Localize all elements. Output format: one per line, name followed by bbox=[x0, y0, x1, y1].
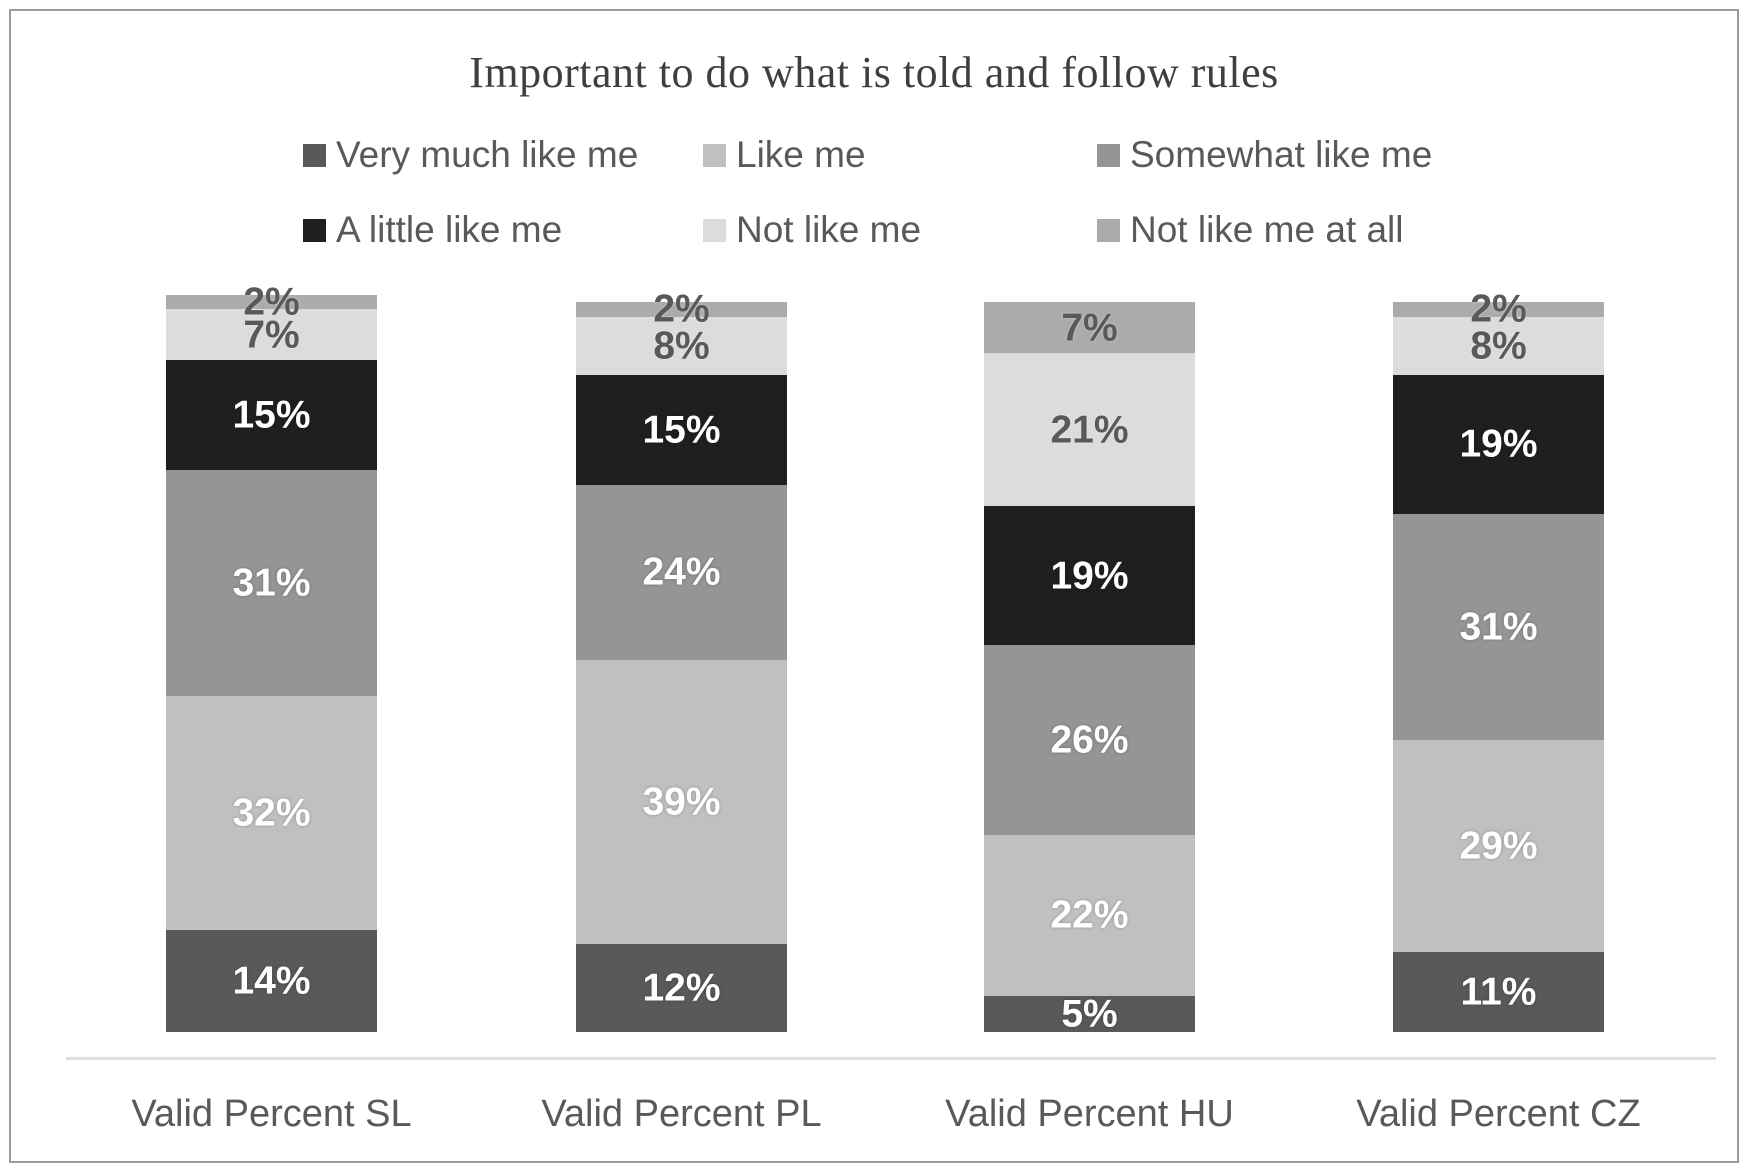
bar-segment: 2% bbox=[1393, 290, 1604, 329]
bar-segment: 24% bbox=[576, 484, 787, 660]
legend: Very much like me Like me Somewhat like me… bbox=[303, 134, 1527, 251]
legend-item: Somewhat like me bbox=[1097, 134, 1527, 176]
bar-segment: 29% bbox=[1393, 740, 1604, 952]
bar-segment: 19% bbox=[1393, 375, 1604, 514]
bar-segment: 32% bbox=[166, 696, 377, 930]
segment-label: 14% bbox=[232, 959, 311, 1003]
segment-label: 39% bbox=[642, 780, 721, 824]
segment-label: 8% bbox=[1470, 324, 1527, 368]
bar-segment: 5% bbox=[984, 992, 1195, 1036]
x-axis-label: Valid Percent PL bbox=[541, 1093, 822, 1135]
segment-label: 15% bbox=[642, 408, 721, 452]
legend-item: Not like me bbox=[703, 208, 1097, 251]
segment-label: 24% bbox=[642, 550, 721, 594]
segment-label: 7% bbox=[1061, 306, 1118, 350]
legend-swatch-icon bbox=[303, 143, 326, 167]
segment-label: 7% bbox=[243, 313, 300, 357]
legend-label: A little like me bbox=[336, 208, 563, 250]
x-axis-line bbox=[66, 1057, 1716, 1060]
bar-segment: 31% bbox=[1393, 513, 1604, 741]
segment-label: 2% bbox=[243, 280, 300, 324]
legend-label: Not like me at all bbox=[1130, 208, 1404, 250]
bar-segment: 2% bbox=[576, 290, 787, 329]
legend-label: Very much like me bbox=[336, 134, 639, 175]
segment-label: 5% bbox=[1061, 992, 1118, 1036]
legend-swatch-icon bbox=[1097, 143, 1120, 167]
bar-segment: 15% bbox=[576, 375, 787, 485]
legend-swatch-icon bbox=[303, 218, 326, 242]
legend-swatch-icon bbox=[703, 143, 726, 167]
bar-segment: 26% bbox=[984, 645, 1195, 835]
chart-frame: Important to do what is told and follow … bbox=[9, 9, 1739, 1163]
bar-segment: 8% bbox=[576, 316, 787, 376]
bar-segment: 31% bbox=[166, 469, 377, 697]
bar-segment: 22% bbox=[984, 834, 1195, 996]
segment-label: 31% bbox=[232, 561, 311, 605]
legend-item: Not like me at all bbox=[1097, 208, 1527, 251]
bar-stack: 11% 29% 31% 19% 8% 2% bbox=[1393, 290, 1604, 1032]
bar-segment: 7% bbox=[166, 309, 377, 361]
legend-item: Like me bbox=[703, 134, 1097, 176]
segment-label: 19% bbox=[1459, 422, 1538, 466]
segment-label: 2% bbox=[653, 287, 710, 331]
segment-label: 26% bbox=[1050, 718, 1129, 762]
bar-segment: 19% bbox=[984, 506, 1195, 646]
bar-segment: 21% bbox=[984, 353, 1195, 507]
legend-item: Very much like me bbox=[303, 134, 703, 176]
legend-label: Like me bbox=[736, 134, 866, 175]
bar-stack: 12% 39% 24% 15% 8% 2% bbox=[576, 290, 787, 1032]
bar-segment: 39% bbox=[576, 659, 787, 945]
bar-stack: 14% 32% 31% 15% 7% 2% bbox=[166, 283, 377, 1032]
chart-title: Important to do what is told and follow … bbox=[469, 48, 1279, 97]
segment-label: 29% bbox=[1459, 824, 1538, 868]
segment-label: 22% bbox=[1050, 893, 1129, 937]
x-axis-label: Valid Percent SL bbox=[131, 1093, 412, 1135]
segment-label: 8% bbox=[653, 324, 710, 368]
legend-swatch-icon bbox=[1097, 218, 1120, 242]
bar-segment: 7% bbox=[984, 302, 1195, 354]
plot-area: 14% 32% 31% 15% 7% 2% Valid Percent SL 12% 39% 24… bbox=[11, 11, 1737, 1161]
legend-item: A little like me bbox=[303, 208, 703, 251]
bar-segment: 12% bbox=[576, 944, 787, 1032]
bar-segment: 11% bbox=[1393, 951, 1604, 1032]
bar-segment: 2% bbox=[166, 283, 377, 322]
bar-segment: 15% bbox=[166, 360, 377, 470]
bar-stack: 5% 22% 26% 19% 21% 7% bbox=[984, 302, 1195, 1036]
segment-label: 19% bbox=[1050, 554, 1129, 598]
x-axis-label: Valid Percent HU bbox=[945, 1093, 1234, 1135]
legend-label: Not like me bbox=[736, 208, 922, 250]
bar-segment: 8% bbox=[1393, 316, 1604, 376]
legend-label: Somewhat like me bbox=[1130, 134, 1433, 175]
segment-label: 12% bbox=[642, 966, 721, 1010]
segment-label: 15% bbox=[232, 393, 311, 437]
bar-segment: 14% bbox=[166, 929, 377, 1032]
segment-label: 31% bbox=[1459, 605, 1538, 649]
segment-label: 32% bbox=[232, 791, 311, 835]
x-axis-label: Valid Percent CZ bbox=[1356, 1093, 1641, 1135]
segment-label: 21% bbox=[1050, 408, 1129, 452]
legend-swatch-icon bbox=[703, 218, 726, 242]
segment-label: 11% bbox=[1460, 970, 1537, 1014]
segment-label: 2% bbox=[1470, 287, 1527, 331]
